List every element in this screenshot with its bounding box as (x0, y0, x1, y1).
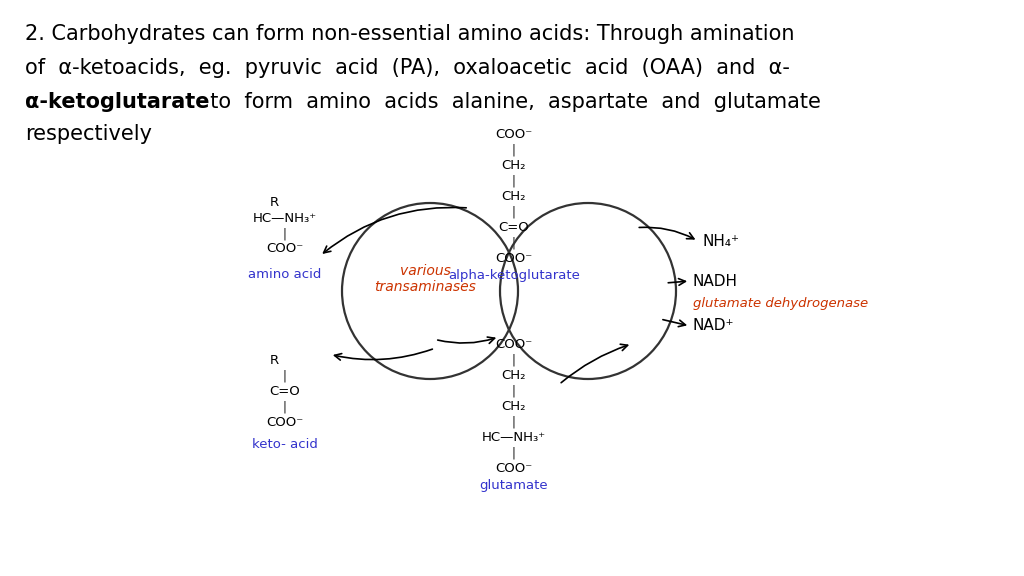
Text: |: | (510, 143, 518, 157)
Text: COO⁻: COO⁻ (496, 462, 532, 475)
Text: |: | (510, 354, 518, 366)
Text: NADH: NADH (693, 274, 738, 289)
Text: NH₄⁺: NH₄⁺ (703, 233, 740, 248)
Text: COO⁻: COO⁻ (496, 128, 532, 141)
Text: |: | (510, 446, 518, 460)
Text: COO⁻: COO⁻ (496, 338, 532, 351)
Text: |: | (510, 237, 518, 249)
Text: keto- acid: keto- acid (252, 438, 317, 450)
Text: |: | (510, 385, 518, 397)
Text: respectively: respectively (25, 124, 152, 144)
Text: glutamate: glutamate (479, 479, 548, 492)
Text: C=O: C=O (269, 385, 300, 398)
Text: NAD⁺: NAD⁺ (693, 319, 734, 334)
Text: glutamate dehydrogenase: glutamate dehydrogenase (693, 297, 868, 309)
Text: R: R (270, 196, 280, 209)
Text: to  form  amino  acids  alanine,  aspartate  and  glutamate: to form amino acids alanine, aspartate a… (197, 92, 821, 112)
Text: |: | (281, 369, 289, 382)
Text: CH₂: CH₂ (502, 369, 526, 382)
Text: α-ketoglutarate: α-ketoglutarate (25, 92, 210, 112)
Text: |: | (510, 175, 518, 188)
Text: HC—NH₃⁺: HC—NH₃⁺ (253, 211, 317, 225)
Text: |: | (281, 227, 289, 240)
Text: of  α-ketoacids,  eg.  pyruvic  acid  (PA),  oxaloacetic  acid  (OAA)  and  α-: of α-ketoacids, eg. pyruvic acid (PA), o… (25, 58, 790, 78)
Text: CH₂: CH₂ (502, 159, 526, 172)
Text: |: | (510, 206, 518, 218)
Text: CH₂: CH₂ (502, 190, 526, 203)
Text: HC—NH₃⁺: HC—NH₃⁺ (482, 431, 546, 444)
Text: alpha-ketoglutarate: alpha-ketoglutarate (449, 269, 580, 282)
Text: |: | (281, 400, 289, 414)
Text: COO⁻: COO⁻ (266, 242, 304, 256)
Text: 2. Carbohydrates can form non-essential amino acids: Through amination: 2. Carbohydrates can form non-essential … (25, 24, 795, 44)
Text: COO⁻: COO⁻ (496, 252, 532, 265)
Text: |: | (510, 415, 518, 429)
Text: C=O: C=O (499, 221, 529, 234)
Text: various
transaminases: various transaminases (374, 264, 476, 294)
Text: COO⁻: COO⁻ (266, 416, 304, 429)
Text: CH₂: CH₂ (502, 400, 526, 413)
Text: R: R (270, 354, 280, 367)
Text: amino acid: amino acid (248, 268, 322, 281)
